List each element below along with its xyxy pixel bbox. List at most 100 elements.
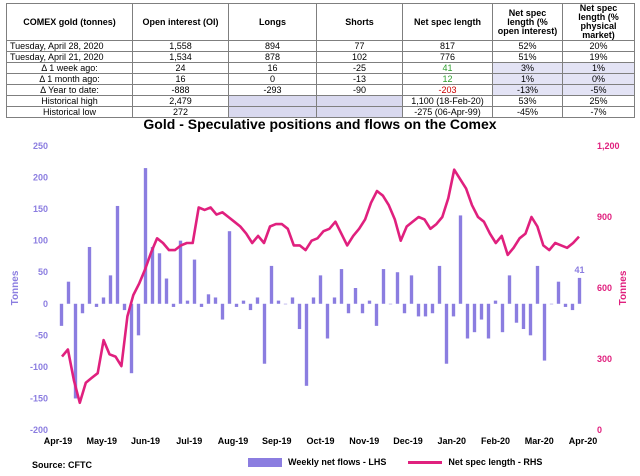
flow-bar xyxy=(402,303,407,314)
flow-bar xyxy=(311,297,316,304)
row-label: Tuesday, April 28, 2020 xyxy=(6,40,133,52)
cell-pct-oi: 52% xyxy=(492,40,563,52)
flow-bar xyxy=(101,297,106,304)
table-row: Δ 1 week ago: 24 16 -25 41 3% 1% xyxy=(6,62,635,74)
flow-bar xyxy=(325,303,330,339)
left-axis-tick-label: 200 xyxy=(33,173,48,183)
flow-bar xyxy=(521,303,526,330)
cell-pct-phys: -7% xyxy=(562,106,635,118)
x-axis-tick-label: Apr-20 xyxy=(569,436,598,446)
x-axis-tick-label: Nov-19 xyxy=(349,436,379,446)
flow-bar xyxy=(255,297,260,304)
cell-oi: 24 xyxy=(132,62,229,74)
flow-bar xyxy=(374,303,379,326)
left-axis-tick-label: 0 xyxy=(43,299,48,309)
cell-pct-oi: 51% xyxy=(492,51,563,63)
flow-bar xyxy=(416,303,421,317)
cell-net: -203 xyxy=(402,84,493,96)
table-row: Tuesday, April 28, 2020 1,558 894 77 817… xyxy=(6,40,635,52)
header-label: COMEX gold (tonnes) xyxy=(6,3,133,41)
cell-net: 41 xyxy=(402,62,493,74)
header-open-interest: Open interest (OI) xyxy=(132,3,229,41)
cot-summary-table: COMEX gold (tonnes) Open interest (OI) L… xyxy=(6,3,635,118)
row-label: Δ 1 week ago: xyxy=(6,62,133,74)
flow-bar xyxy=(213,297,218,304)
left-axis-tick-label: -150 xyxy=(30,393,48,403)
flow-bar xyxy=(234,303,239,307)
flow-bar xyxy=(507,275,512,304)
row-label: Historical low xyxy=(6,106,133,118)
flow-bar xyxy=(178,240,183,304)
cell-pct-oi: -45% xyxy=(492,106,563,118)
cell-pct-phys: 0% xyxy=(562,73,635,85)
flow-bar xyxy=(220,303,225,320)
header-longs: Longs xyxy=(228,3,317,41)
table-row: Historical low 272 -275 (06-Apr-99) -45%… xyxy=(6,106,635,118)
cell-longs: -293 xyxy=(228,84,317,96)
flow-bar xyxy=(360,303,365,314)
x-axis-tick-label: May-19 xyxy=(86,436,117,446)
header-net-spec-length: Net spec length xyxy=(402,3,493,41)
legend-label-line: Net spec length - RHS xyxy=(448,457,543,467)
cell-oi: 1,558 xyxy=(132,40,229,52)
x-axis-tick-label: Apr-19 xyxy=(44,436,73,446)
left-axis-tick-label: -200 xyxy=(30,425,48,435)
flow-bar xyxy=(164,278,169,304)
flow-bar xyxy=(563,303,568,307)
flow-bar xyxy=(73,303,78,399)
flow-bar xyxy=(115,205,120,304)
flow-bar xyxy=(248,303,253,311)
cell-longs xyxy=(228,95,317,107)
cell-shorts xyxy=(316,106,403,118)
legend-label-bars: Weekly net flows - LHS xyxy=(288,457,387,467)
cell-oi: 1,534 xyxy=(132,51,229,63)
cell-net: 776 xyxy=(402,51,493,63)
flow-bar xyxy=(80,303,85,314)
x-axis-tick-label: Mar-20 xyxy=(525,436,554,446)
table-row: Δ 1 month ago: 16 0 -13 12 1% 0% xyxy=(6,73,635,85)
cell-pct-phys: 1% xyxy=(562,62,635,74)
flow-bar xyxy=(528,303,533,336)
flow-bar xyxy=(290,297,295,304)
cell-shorts: -13 xyxy=(316,73,403,85)
flow-bar xyxy=(283,303,288,305)
row-label: Δ 1 month ago: xyxy=(6,73,133,85)
left-axis-tick-label: 250 xyxy=(33,141,48,151)
cell-pct-oi: 3% xyxy=(492,62,563,74)
flow-bar xyxy=(199,303,204,307)
table-row: Historical high 2,479 1,100 (18-Feb-20) … xyxy=(6,95,635,107)
flow-bar xyxy=(423,303,428,317)
x-axis-tick-label: Aug-19 xyxy=(218,436,249,446)
x-axis-tick-label: Dec-19 xyxy=(393,436,423,446)
flow-bar xyxy=(59,303,64,326)
flow-bar xyxy=(395,272,400,304)
flow-bar xyxy=(353,288,358,304)
flow-bar xyxy=(318,275,323,304)
flow-bar xyxy=(136,303,141,336)
flow-bar xyxy=(388,303,393,305)
source-note: Source: CFTC xyxy=(32,460,93,470)
flow-bar xyxy=(577,277,582,304)
x-axis-tick-label: Jun-19 xyxy=(131,436,160,446)
flow-bar xyxy=(108,275,113,304)
table-row: Tuesday, April 21, 2020 1,534 878 102 77… xyxy=(6,51,635,63)
flow-bar xyxy=(150,246,155,304)
table-header-row: COMEX gold (tonnes) Open interest (OI) L… xyxy=(6,3,635,41)
flow-bar xyxy=(206,294,211,304)
left-axis-tick-label: 100 xyxy=(33,236,48,246)
cell-pct-phys: 25% xyxy=(562,95,635,107)
cell-longs xyxy=(228,106,317,118)
flow-bar xyxy=(241,300,246,304)
cell-pct-phys: 20% xyxy=(562,40,635,52)
flow-bar xyxy=(346,303,351,314)
right-axis-tick-label: 300 xyxy=(597,354,612,364)
cell-shorts: -25 xyxy=(316,62,403,74)
flow-bar xyxy=(542,303,547,361)
flow-bar xyxy=(549,303,554,305)
flow-bar xyxy=(556,281,561,304)
flow-bar xyxy=(451,303,456,317)
flow-bar xyxy=(192,259,197,304)
cell-shorts: -90 xyxy=(316,84,403,96)
flow-bar xyxy=(409,275,414,304)
x-axis-tick-label: Feb-20 xyxy=(481,436,510,446)
